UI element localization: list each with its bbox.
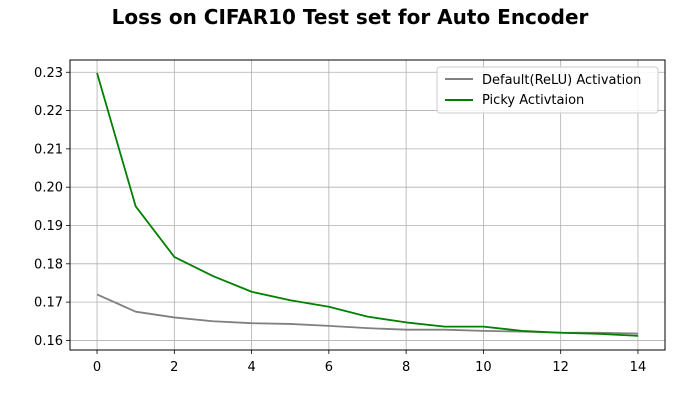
y-tick-label: 0.21 (34, 142, 63, 157)
y-tick-label: 0.19 (34, 219, 63, 234)
y-tick-label: 0.16 (34, 334, 63, 349)
y-tick-label: 0.20 (34, 181, 63, 196)
x-tick-label: 8 (402, 360, 410, 375)
series-lines (96, 72, 638, 337)
legend-box (436, 66, 659, 114)
legend-label-default: Default(ReLU) Activation (482, 73, 641, 88)
y-tick-label: 0.23 (34, 66, 63, 81)
legend: Default(ReLU) Activation Picky Activtaio… (436, 66, 659, 114)
y-tick-label: 0.17 (34, 296, 63, 311)
y-tick-label: 0.18 (34, 257, 63, 272)
chart-title: Loss on CIFAR10 Test set for Auto Encode… (112, 5, 589, 29)
series-line-1 (96, 72, 638, 337)
x-tick-label: 14 (630, 360, 647, 375)
x-tick-label: 12 (552, 360, 569, 375)
x-tick-label: 2 (170, 360, 178, 375)
plot-frame (69, 59, 666, 351)
x-tick-label: 10 (475, 360, 492, 375)
axis-ticks: 0 2 4 6 8 10 12 14 0.16 0.17 0.18 0.19 0.20 0.21 0.22 0… (34, 66, 646, 375)
legend-label-picky: Picky Activtaion (482, 93, 584, 108)
x-tick-label: 6 (325, 360, 333, 375)
series-line-0 (96, 293, 638, 335)
x-tick-label: 4 (247, 360, 255, 375)
y-tick-label: 0.22 (34, 104, 63, 119)
x-tick-label: 0 (93, 360, 101, 375)
